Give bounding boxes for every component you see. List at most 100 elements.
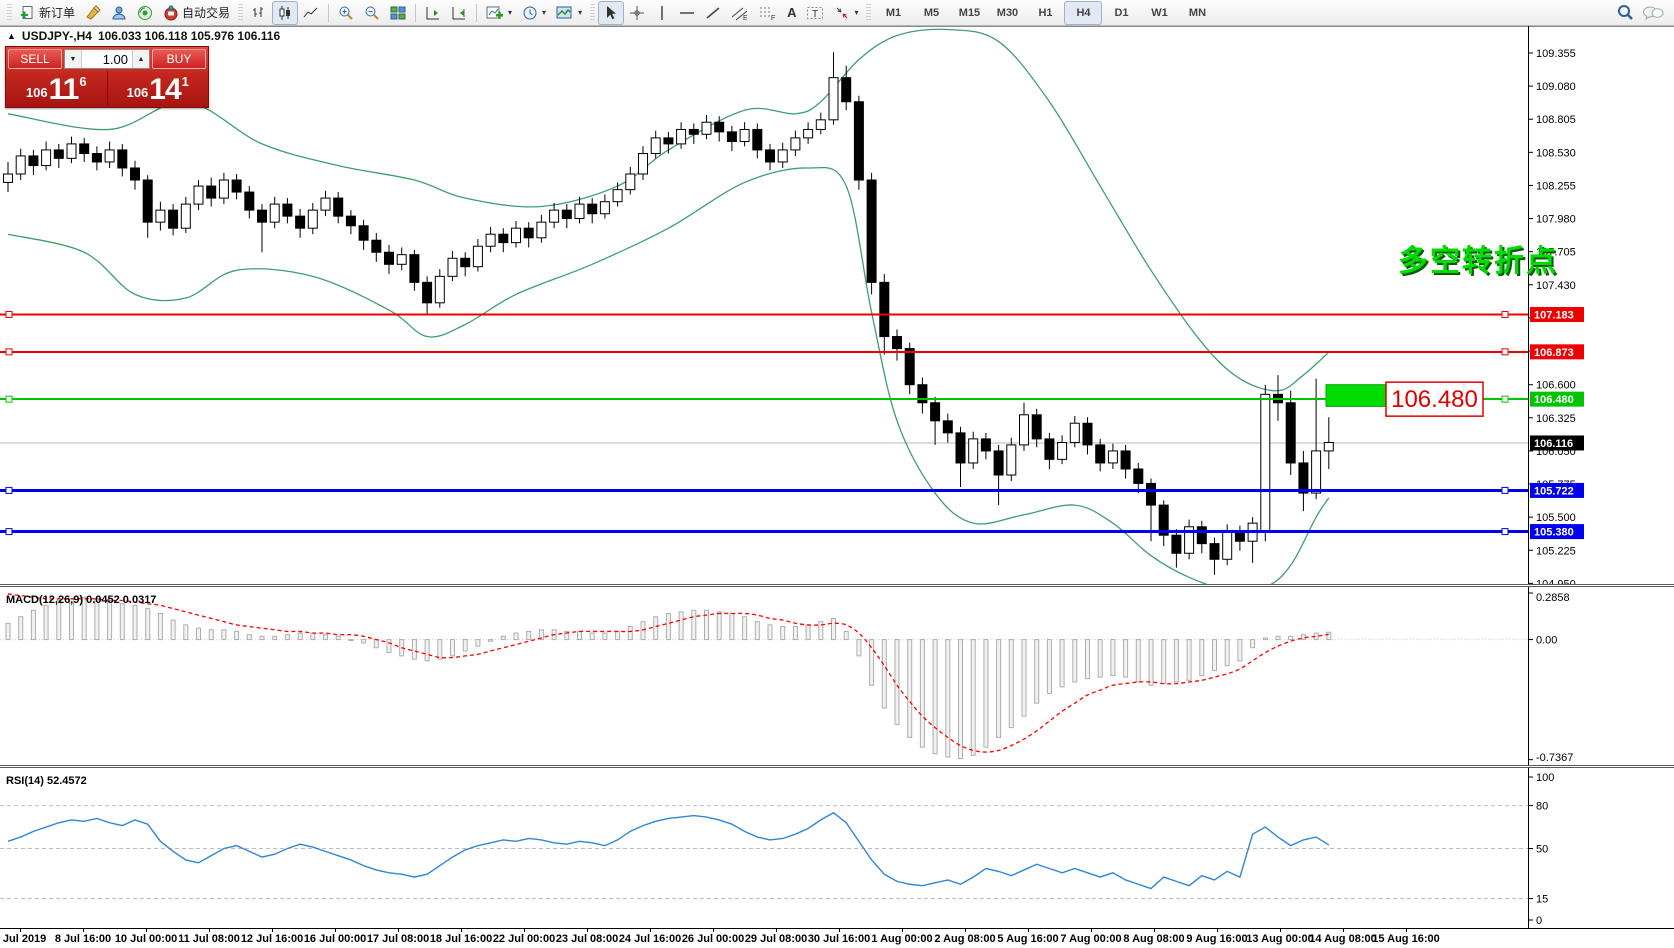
chart-window[interactable]: 106.480 109.355 109.080 108.805 108.530 108.2… bbox=[0, 26, 1674, 948]
channel-tool-button[interactable]: E bbox=[726, 1, 754, 25]
timeframe-m1-button[interactable]: M1 bbox=[885, 6, 902, 19]
panel-separator[interactable] bbox=[0, 584, 1674, 587]
price-badge-text: 106.873 bbox=[1534, 347, 1574, 359]
arrows-tool-button[interactable]: ▾ bbox=[829, 1, 863, 25]
vertical-line-tool-button[interactable] bbox=[650, 1, 674, 25]
zoom-in-button[interactable] bbox=[333, 1, 359, 25]
template-button[interactable]: ▾ bbox=[551, 1, 587, 25]
main-price-chart[interactable]: 106.480 109.355 109.080 108.805 108.530 108.2… bbox=[0, 26, 1674, 584]
bull-candle bbox=[739, 128, 750, 142]
candlestick-chart-button[interactable] bbox=[272, 0, 299, 25]
macd-histogram-bar bbox=[450, 639, 455, 657]
periods-clock-button[interactable]: ▾ bbox=[517, 1, 551, 25]
panel-separator[interactable] bbox=[0, 765, 1674, 768]
bull-candle bbox=[1006, 444, 1017, 476]
chat-icon[interactable] bbox=[1642, 5, 1664, 21]
bull-candle bbox=[193, 185, 204, 205]
zoom-out-button[interactable] bbox=[359, 1, 385, 25]
bull-candle bbox=[104, 149, 115, 163]
time-tick bbox=[461, 929, 462, 932]
collapse-quote-icon[interactable]: ▲ bbox=[7, 31, 16, 41]
chart-shift-button[interactable] bbox=[420, 1, 446, 25]
volume-input[interactable]: 1.00 bbox=[102, 51, 128, 67]
time-label: 14 Aug 08:00 bbox=[1309, 933, 1377, 945]
bull-candle bbox=[1323, 441, 1334, 452]
price-badge bbox=[1530, 524, 1584, 540]
bull-candle bbox=[549, 209, 560, 223]
time-label: 11 Jul 08:00 bbox=[178, 933, 240, 945]
macd-indicator-panel[interactable]: 0.2858 0.00 -0.7367 MACD(12,26,9) 0.0452 0.… bbox=[0, 587, 1674, 765]
signal-button[interactable] bbox=[132, 1, 158, 25]
bear-candle bbox=[371, 239, 382, 253]
autotrading-button[interactable]: 自动交易 bbox=[158, 1, 235, 25]
time-tick bbox=[1091, 929, 1092, 932]
auto-scroll-button[interactable] bbox=[446, 1, 472, 25]
bar-chart-button[interactable] bbox=[246, 1, 272, 25]
timeframe-d1-button[interactable]: D1 bbox=[1114, 6, 1129, 19]
add-indicator-button[interactable]: ▾ bbox=[481, 1, 517, 25]
search-icon[interactable] bbox=[1617, 4, 1634, 21]
sell-price-base: 106 bbox=[25, 85, 48, 100]
bear-candle bbox=[523, 227, 534, 239]
time-tick bbox=[1217, 929, 1218, 932]
chart-text-annotation[interactable]: 多空转折点 bbox=[1398, 245, 1558, 278]
new-order-button[interactable]: 新订单 bbox=[15, 1, 80, 25]
bear-candle bbox=[752, 128, 763, 151]
tile-windows-button[interactable] bbox=[385, 1, 411, 25]
timeframe-m30-button[interactable]: M30 bbox=[996, 6, 1019, 19]
crosshair-tool-button[interactable] bbox=[624, 1, 650, 25]
cursor-tool-button[interactable] bbox=[598, 0, 625, 25]
bull-candle bbox=[1260, 393, 1271, 533]
timeframe-h4-button[interactable]: H4 bbox=[1064, 0, 1103, 25]
timeframe-m5-button[interactable]: M5 bbox=[923, 6, 940, 19]
text-tool-button[interactable]: A bbox=[782, 1, 801, 25]
time-tick bbox=[1343, 929, 1344, 932]
trendline-tool-button[interactable] bbox=[700, 1, 726, 25]
horizontal-line-tool-button[interactable] bbox=[674, 1, 700, 25]
buy-button[interactable]: BUY bbox=[152, 49, 206, 69]
volume-increase-button[interactable]: ▲ bbox=[132, 50, 149, 68]
timeframe-h1-button[interactable]: H1 bbox=[1038, 6, 1053, 19]
bear-candle bbox=[295, 215, 306, 229]
bear-candle bbox=[257, 209, 267, 223]
bear-candle bbox=[917, 384, 928, 404]
styler-button[interactable] bbox=[80, 1, 106, 25]
macd-histogram-bar bbox=[18, 616, 24, 641]
text-label-tool-button[interactable]: T bbox=[801, 1, 829, 25]
price-badge-text: 105.722 bbox=[1534, 485, 1574, 497]
macd-histogram-bar bbox=[589, 632, 595, 641]
price-tick-label: 105.225 bbox=[1536, 545, 1576, 557]
toolbar-grip[interactable] bbox=[590, 3, 596, 22]
rsi-indicator-panel[interactable]: 100 80 50 15 0 RSI(14) 52.4572 bbox=[0, 768, 1674, 928]
macd-histogram-bar bbox=[1097, 639, 1103, 678]
macd-histogram-bar bbox=[221, 629, 227, 641]
time-label: 30 Jul 16:00 bbox=[807, 933, 871, 945]
macd-histogram-bar bbox=[234, 630, 240, 641]
timeframe-w1-button[interactable]: W1 bbox=[1151, 6, 1168, 19]
macd-histogram-bar bbox=[869, 639, 875, 686]
bear-candle bbox=[1031, 414, 1042, 440]
bear-candle bbox=[1209, 543, 1220, 560]
toolbar-grip[interactable] bbox=[866, 3, 872, 22]
line-chart-button[interactable] bbox=[298, 1, 324, 25]
fibonacci-tool-button[interactable]: F bbox=[754, 1, 782, 25]
price-callout-box[interactable] bbox=[1385, 381, 1484, 417]
buy-price[interactable]: 106 14 1 bbox=[108, 71, 209, 105]
sell-price[interactable]: 106 11 6 bbox=[6, 71, 108, 105]
timeframe-mn-button[interactable]: MN bbox=[1188, 6, 1207, 19]
toolbar-grip[interactable] bbox=[7, 3, 12, 22]
bear-candle bbox=[866, 179, 877, 283]
timeframe-m15-button[interactable]: M15 bbox=[958, 6, 981, 19]
macd-histogram-bar bbox=[1046, 639, 1052, 694]
toolbar-grip[interactable] bbox=[238, 3, 244, 22]
bull-candle bbox=[396, 254, 407, 265]
macd-histogram-bar bbox=[157, 613, 163, 641]
sell-button[interactable]: SELL bbox=[8, 49, 62, 69]
profiles-button[interactable] bbox=[106, 1, 132, 25]
volume-decrease-button[interactable]: ▼ bbox=[65, 50, 82, 68]
macd-histogram-bar bbox=[627, 626, 633, 641]
time-tick bbox=[1280, 929, 1281, 932]
macd-histogram-bar bbox=[843, 630, 849, 641]
time-tick bbox=[272, 929, 273, 932]
